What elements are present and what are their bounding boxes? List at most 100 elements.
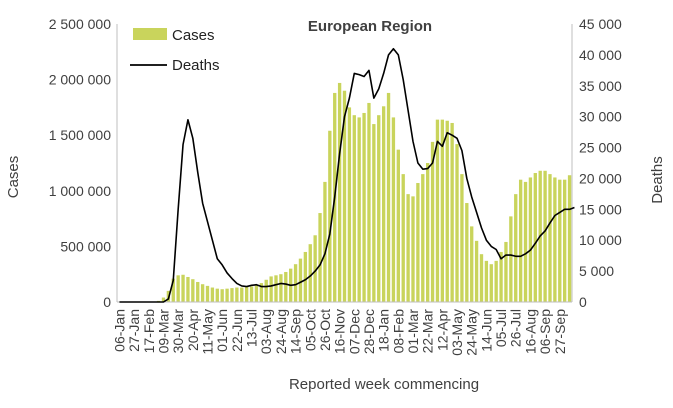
cases-bar-87 bbox=[543, 170, 547, 302]
cases-bar-38 bbox=[303, 251, 308, 302]
cases-bar-30 bbox=[264, 279, 268, 302]
cases-bar-88 bbox=[548, 174, 552, 302]
cases-bar-51 bbox=[367, 102, 371, 302]
cases-bar-75 bbox=[484, 260, 489, 302]
cases-bar-23 bbox=[230, 288, 234, 302]
x-tick-label: 12-Apr bbox=[434, 309, 450, 351]
cases-bar-12 bbox=[176, 275, 180, 302]
y-right-tick-label: 0 bbox=[579, 294, 587, 310]
cases-bar-74 bbox=[479, 254, 484, 302]
x-tick-label: 06-Jan bbox=[111, 309, 127, 352]
cases-bar-28 bbox=[254, 285, 259, 302]
x-tick-label: 03-Aug bbox=[258, 309, 274, 354]
cases-bar-48 bbox=[352, 115, 356, 303]
legend: Cases Deaths bbox=[130, 27, 220, 74]
x-tick-label: 01-Jun bbox=[214, 309, 230, 352]
x-tick-label: 16-Aug bbox=[522, 309, 538, 354]
cases-bar-37 bbox=[298, 258, 303, 302]
cases-bar-79 bbox=[504, 241, 508, 302]
x-tick-label: 05-Oct bbox=[302, 309, 318, 351]
cases-bar-72 bbox=[470, 226, 474, 302]
x-tick-label: 22-Jun bbox=[229, 309, 245, 352]
cases-bar-26 bbox=[244, 286, 249, 302]
y-left-tick-label: 0 bbox=[103, 294, 111, 310]
cases-bar-43 bbox=[328, 130, 332, 302]
x-tick-label: 03-May bbox=[449, 309, 465, 356]
y-right-tick-label: 45 000 bbox=[579, 16, 622, 32]
cases-bar-62 bbox=[421, 174, 425, 302]
x-tick-label: 24-May bbox=[464, 309, 480, 356]
cases-bar-61 bbox=[416, 183, 420, 302]
cases-bar-81 bbox=[514, 194, 518, 302]
cases-bar-80 bbox=[509, 216, 513, 302]
cases-bar-65 bbox=[435, 119, 440, 302]
legend-cases-label: Cases bbox=[172, 27, 215, 44]
x-tick-label: 17-Feb bbox=[141, 309, 157, 354]
x-tick-label: 27-Sep bbox=[552, 309, 568, 354]
x-tick-label: 27-Jan bbox=[126, 309, 142, 352]
x-tick-label: 06-Sep bbox=[537, 309, 553, 354]
x-tick-label: 08-Feb bbox=[390, 309, 406, 354]
cases-bar-13 bbox=[181, 274, 185, 302]
cases-bar-89 bbox=[553, 177, 557, 302]
right-axis-ticks: 0 5 000 10 000 15 000 20 000 25 000 30 000 35 0… bbox=[579, 16, 622, 310]
cases-bar-64 bbox=[430, 141, 435, 302]
cases-bar-69 bbox=[455, 144, 459, 302]
cases-bar-17 bbox=[200, 284, 205, 302]
y-left-tick-label: 1 500 000 bbox=[49, 127, 111, 143]
cases-bar-78 bbox=[499, 251, 503, 302]
y-left-tick-label: 500 000 bbox=[60, 238, 111, 254]
cases-bar-58 bbox=[401, 174, 405, 302]
cases-bar-39 bbox=[308, 244, 312, 302]
x-tick-label: 13-Jul bbox=[244, 309, 260, 347]
y-axis-left-label: Cases bbox=[5, 156, 22, 199]
cases-bar-76 bbox=[489, 264, 493, 302]
cases-bar-9 bbox=[161, 297, 166, 302]
cases-bar-21 bbox=[220, 289, 224, 302]
x-tick-label: 26-Jul bbox=[508, 309, 524, 347]
x-tick-label: 01-Mar bbox=[405, 309, 421, 354]
cases-bar-63 bbox=[426, 163, 430, 302]
cases-bar-11 bbox=[171, 278, 175, 302]
cases-bar-56 bbox=[391, 117, 396, 302]
x-axis-ticks: 06-Jan27-Jan17-Feb09-Mar30-Mar20-Apr11-M… bbox=[111, 309, 567, 356]
cases-bar-14 bbox=[186, 276, 190, 302]
cases-bar-70 bbox=[460, 174, 464, 302]
x-tick-label: 26-Oct bbox=[317, 309, 333, 351]
cases-bars bbox=[152, 82, 572, 303]
cases-bar-18 bbox=[205, 285, 210, 302]
deaths-line bbox=[119, 47, 575, 303]
cases-bar-53 bbox=[377, 115, 381, 303]
y-left-tick-label: 2 000 000 bbox=[49, 72, 111, 88]
cases-bar-82 bbox=[518, 179, 523, 302]
cases-bar-90 bbox=[558, 179, 562, 302]
cases-bar-67 bbox=[445, 120, 449, 303]
y-right-tick-label: 20 000 bbox=[579, 170, 622, 186]
cases-bar-25 bbox=[240, 287, 244, 302]
cases-bar-31 bbox=[269, 276, 273, 302]
y-right-tick-label: 10 000 bbox=[579, 232, 622, 248]
cases-bar-47 bbox=[347, 107, 352, 303]
cases-bar-42 bbox=[323, 181, 327, 302]
cases-bar-15 bbox=[191, 279, 195, 302]
y-axis-right-label: Deaths bbox=[649, 156, 666, 204]
cases-bar-66 bbox=[440, 119, 445, 302]
cases-bar-36 bbox=[293, 264, 298, 302]
y-right-tick-label: 40 000 bbox=[579, 47, 622, 63]
cases-bar-59 bbox=[406, 194, 410, 302]
cases-bar-16 bbox=[196, 281, 200, 302]
x-tick-label: 09-Mar bbox=[155, 309, 171, 354]
legend-deaths-label: Deaths bbox=[172, 57, 220, 74]
cases-bar-40 bbox=[313, 235, 317, 302]
x-axis-label: Reported week commencing bbox=[289, 376, 479, 393]
x-tick-label: 16-Nov bbox=[332, 309, 348, 354]
cases-bar-20 bbox=[215, 288, 219, 302]
x-tick-label: 11-May bbox=[200, 309, 216, 355]
cases-bar-85 bbox=[533, 173, 537, 302]
cases-bar-68 bbox=[450, 122, 454, 302]
x-tick-label: 24-Aug bbox=[273, 309, 289, 354]
chart-title: European Region bbox=[308, 18, 432, 35]
cases-bar-33 bbox=[279, 274, 283, 302]
cases-bar-46 bbox=[342, 90, 347, 302]
